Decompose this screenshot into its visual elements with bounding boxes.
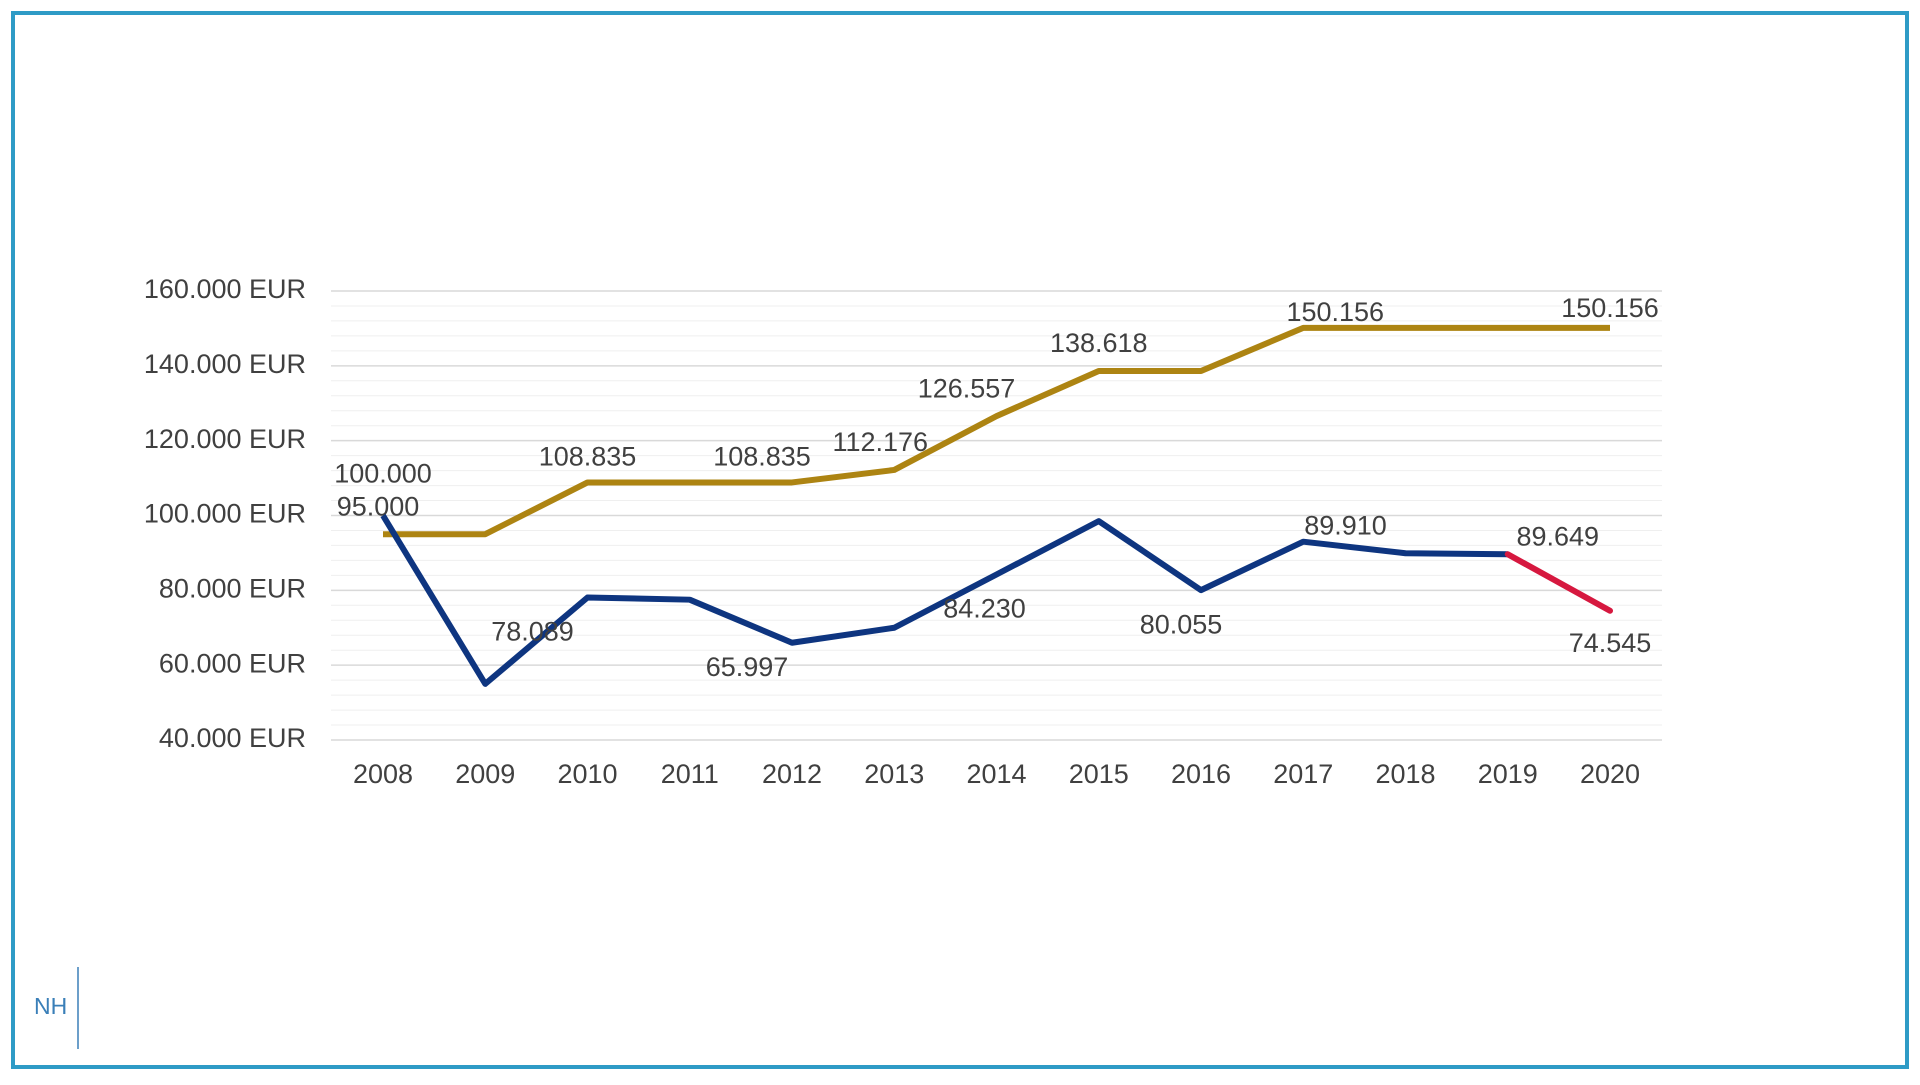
y-tick-label: 160.000 EUR (144, 274, 306, 304)
data-label: 150.156 (1561, 293, 1659, 323)
data-label: 89.910 (1304, 510, 1387, 540)
x-tick-label: 2018 (1375, 759, 1435, 789)
series-line (383, 324, 1610, 538)
data-label: 74.545 (1569, 628, 1652, 658)
y-tick-label: 140.000 EUR (144, 349, 306, 379)
y-tick-label: 40.000 EUR (159, 723, 306, 753)
x-tick-label: 2015 (1069, 759, 1129, 789)
data-label: 95.000 (337, 491, 420, 521)
x-tick-label: 2017 (1273, 759, 1333, 789)
series-line (380, 513, 1508, 687)
x-tick-label: 2016 (1171, 759, 1231, 789)
data-label: 80.055 (1140, 609, 1223, 639)
data-label: 89.649 (1516, 521, 1599, 551)
data-label: 108.835 (713, 442, 811, 472)
frame (11, 11, 1909, 1069)
data-label: 112.176 (832, 427, 928, 457)
y-tick-label: 60.000 EUR (159, 648, 306, 678)
x-tick-label: 2019 (1478, 759, 1538, 789)
data-label: 84.230 (943, 594, 1026, 624)
data-label: 150.156 (1286, 297, 1384, 327)
data-label: 138.618 (1050, 328, 1148, 358)
data-label: 108.835 (539, 442, 637, 472)
x-tick-label: 2020 (1580, 759, 1640, 789)
series-line-highlight (1504, 551, 1613, 614)
y-tick-label: 120.000 EUR (144, 424, 306, 454)
data-label: 65.997 (706, 652, 789, 682)
data-label: 126.557 (918, 373, 1016, 403)
y-tick-label: 80.000 EUR (159, 573, 306, 603)
x-tick-label: 2008 (353, 759, 413, 789)
x-tick-label: 2014 (966, 759, 1026, 789)
x-tick-label: 2009 (455, 759, 515, 789)
data-label: 100.000 (334, 459, 432, 489)
logo: NH (34, 993, 67, 1019)
x-tick-label: 2011 (661, 759, 719, 789)
data-label: 78.089 (491, 617, 574, 647)
y-tick-label: 100.000 EUR (144, 499, 306, 529)
x-tick-label: 2012 (762, 759, 822, 789)
x-tick-label: 2010 (557, 759, 617, 789)
x-tick-label: 2013 (864, 759, 924, 789)
